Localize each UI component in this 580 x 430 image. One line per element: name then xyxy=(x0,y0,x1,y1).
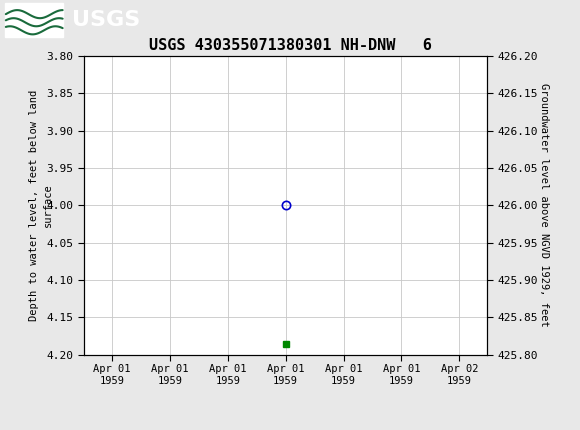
Text: USGS 430355071380301 NH-DNW   6: USGS 430355071380301 NH-DNW 6 xyxy=(148,38,432,52)
Y-axis label: Depth to water level, feet below land
surface: Depth to water level, feet below land su… xyxy=(29,90,53,321)
Text: USGS: USGS xyxy=(72,10,141,30)
Bar xyxy=(5,3,63,37)
Y-axis label: Groundwater level above NGVD 1929, feet: Groundwater level above NGVD 1929, feet xyxy=(539,83,549,327)
